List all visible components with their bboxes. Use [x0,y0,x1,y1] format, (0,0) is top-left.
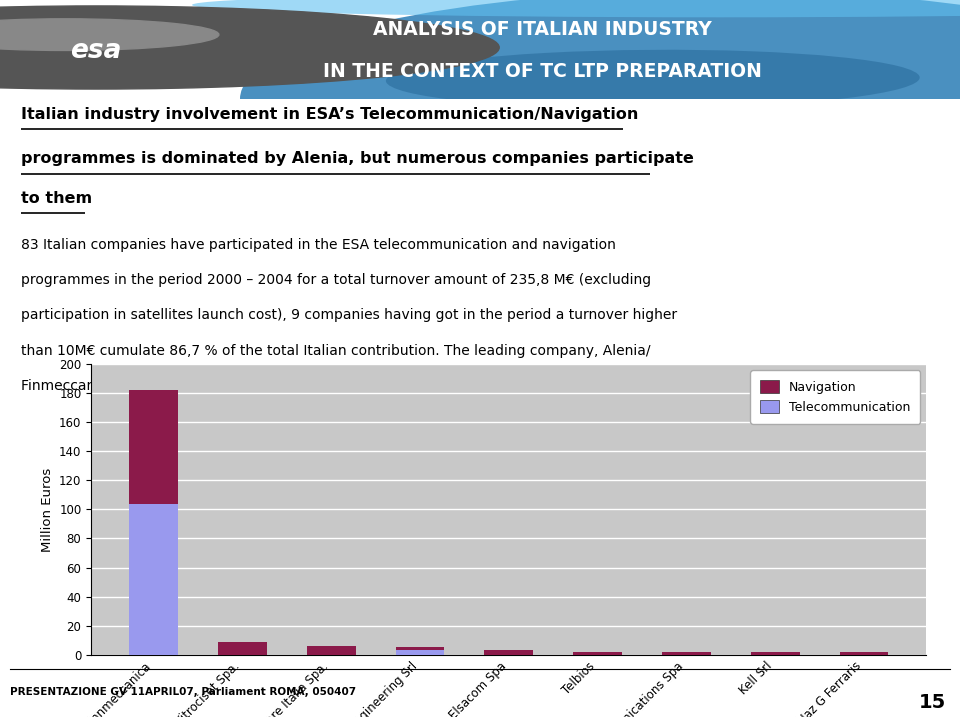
Text: programmes in the period 2000 – 2004 for a total turnover amount of 235,8 M€ (ex: programmes in the period 2000 – 2004 for… [21,273,651,287]
Text: IN THE CONTEXT OF TC LTP PREPARATION: IN THE CONTEXT OF TC LTP PREPARATION [323,62,762,81]
Text: to them: to them [21,191,92,206]
Text: esa: esa [70,39,122,65]
Legend: Navigation, Telecommunication: Navigation, Telecommunication [750,371,920,424]
Bar [573,652,622,655]
Y-axis label: Million Euros: Million Euros [40,467,54,551]
Text: Italian industry involvement in ESA’s Telecommunication/Navigation: Italian industry involvement in ESA’s Te… [21,107,638,122]
Circle shape [0,19,219,50]
Ellipse shape [386,49,920,108]
Bar [751,652,800,655]
Bar [130,503,178,655]
Bar [485,650,533,655]
Text: Finmeccanica, cumulates 77,8 % of the total Italian turnover in telecom and navi: Finmeccanica, cumulates 77,8 % of the to… [21,379,628,393]
Bar [130,390,178,503]
Bar [662,652,710,655]
Text: 15: 15 [919,693,946,712]
Bar [396,647,444,650]
Text: ANALYSIS OF ITALIAN INDUSTRY: ANALYSIS OF ITALIAN INDUSTRY [373,20,711,39]
Bar [396,650,444,655]
Text: than 10M€ cumulate 86,7 % of the total Italian contribution. The leading company: than 10M€ cumulate 86,7 % of the total I… [21,343,651,358]
Ellipse shape [192,0,960,17]
Circle shape [0,6,499,89]
Text: 83 Italian companies have participated in the ESA telecommunication and navigati: 83 Italian companies have participated i… [21,237,616,252]
Bar [307,646,355,655]
Bar [840,652,888,655]
Text: programmes is dominated by Alenia, but numerous companies participate: programmes is dominated by Alenia, but n… [21,151,694,166]
Text: participation in satellites launch cost), 9 companies having got in the period a: participation in satellites launch cost)… [21,308,677,323]
Ellipse shape [240,0,960,208]
Text: PRESENTAZIONE GV 11APRIL07, Parliament ROMA, 050407: PRESENTAZIONE GV 11APRIL07, Parliament R… [10,688,356,698]
Bar [218,642,267,655]
